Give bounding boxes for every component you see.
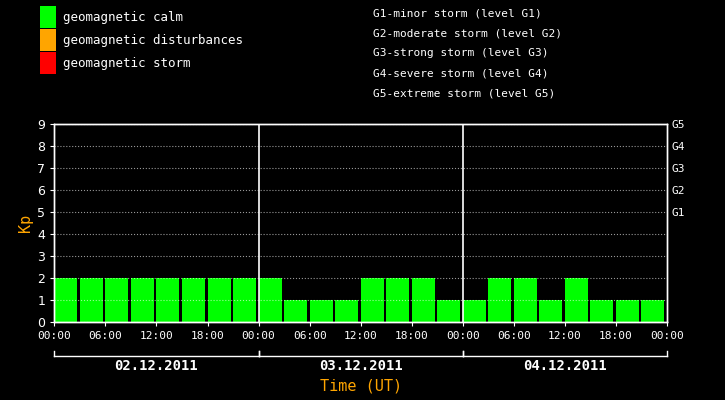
Bar: [310, 300, 333, 322]
Text: G3-strong storm (level G3): G3-strong storm (level G3): [373, 48, 549, 58]
Bar: [157, 278, 180, 322]
Text: G5-extreme storm (level G5): G5-extreme storm (level G5): [373, 88, 555, 98]
Bar: [259, 278, 281, 322]
Text: geomagnetic storm: geomagnetic storm: [63, 57, 191, 70]
Bar: [54, 278, 78, 322]
Y-axis label: Kp: Kp: [18, 214, 33, 232]
Bar: [207, 278, 231, 322]
Text: G2-moderate storm (level G2): G2-moderate storm (level G2): [373, 28, 563, 38]
Bar: [182, 278, 205, 322]
Text: 04.12.2011: 04.12.2011: [523, 359, 607, 373]
Bar: [565, 278, 588, 322]
Bar: [233, 278, 256, 322]
Bar: [131, 278, 154, 322]
Bar: [105, 278, 128, 322]
Text: geomagnetic calm: geomagnetic calm: [63, 10, 183, 24]
Bar: [539, 300, 563, 322]
Bar: [642, 300, 664, 322]
Bar: [335, 300, 358, 322]
Text: 03.12.2011: 03.12.2011: [319, 359, 402, 373]
Bar: [590, 300, 613, 322]
Bar: [489, 278, 511, 322]
Bar: [284, 300, 307, 322]
Bar: [616, 300, 639, 322]
Bar: [412, 278, 435, 322]
Bar: [437, 300, 460, 322]
Bar: [360, 278, 384, 322]
Text: Time (UT): Time (UT): [320, 378, 402, 394]
Text: G4-severe storm (level G4): G4-severe storm (level G4): [373, 68, 549, 78]
Text: 02.12.2011: 02.12.2011: [115, 359, 199, 373]
Bar: [463, 300, 486, 322]
Bar: [80, 278, 103, 322]
Text: geomagnetic disturbances: geomagnetic disturbances: [63, 34, 243, 47]
Text: G1-minor storm (level G1): G1-minor storm (level G1): [373, 8, 542, 18]
Bar: [386, 278, 409, 322]
Bar: [514, 278, 536, 322]
